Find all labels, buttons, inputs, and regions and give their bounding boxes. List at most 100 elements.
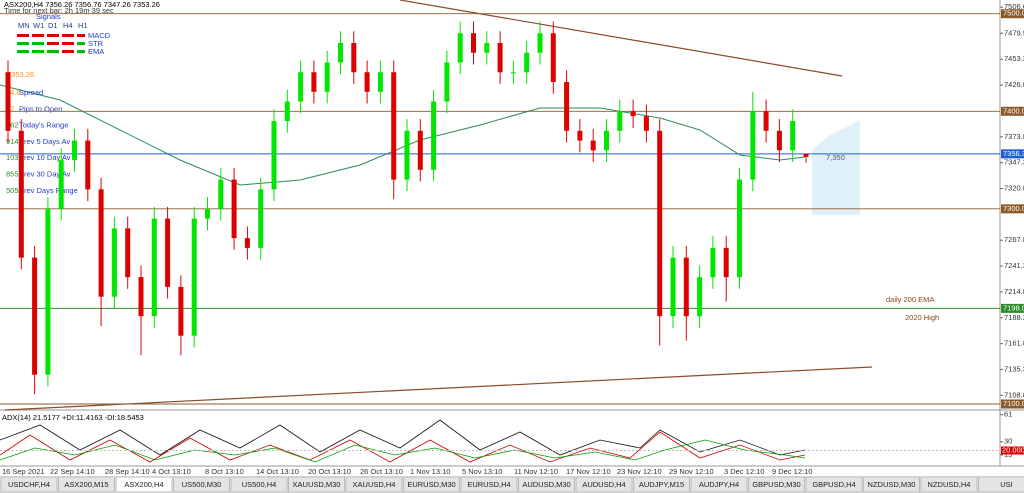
tab-label[interactable]: EURUSD,M30 bbox=[407, 480, 455, 489]
tab-label[interactable]: XAUUSD,H4 bbox=[353, 480, 396, 489]
stat-label: Prev 5 Days Av bbox=[19, 137, 70, 146]
candle-body bbox=[258, 189, 264, 248]
tab-label[interactable]: US500,H4 bbox=[242, 480, 277, 489]
signal-row-label: MACD bbox=[88, 31, 111, 40]
price-tick-label: 7347.35 bbox=[1004, 158, 1024, 167]
tab-label[interactable]: XAUUSD,M30 bbox=[293, 480, 341, 489]
tab[interactable] bbox=[0, 476, 58, 493]
ema-line bbox=[0, 84, 806, 186]
candle-body bbox=[351, 42, 357, 73]
tab[interactable] bbox=[58, 476, 115, 493]
candle-body bbox=[617, 111, 623, 131]
tab[interactable] bbox=[690, 476, 748, 493]
candle-body bbox=[723, 247, 729, 278]
candle-body bbox=[45, 208, 51, 375]
tab[interactable] bbox=[863, 476, 920, 493]
tab-label[interactable]: GBPUSD,H4 bbox=[812, 480, 855, 489]
price-tick-label: 7479.95 bbox=[1004, 28, 1024, 37]
tab-label[interactable]: AUDJPY,H4 bbox=[699, 480, 739, 489]
tab[interactable] bbox=[920, 476, 978, 493]
tab-label[interactable]: AUDUSD,M30 bbox=[522, 480, 570, 489]
candle-body bbox=[803, 153, 809, 157]
tab-label[interactable]: ASX200,H4 bbox=[124, 480, 163, 489]
signal-row-label: STR bbox=[88, 39, 104, 48]
timer: Time for next bar: 2h 19m 39 sec bbox=[4, 6, 114, 15]
tab-label[interactable]: USDCHF,H4 bbox=[8, 480, 50, 489]
stat-value: 505 bbox=[6, 186, 19, 195]
candle-body bbox=[577, 130, 583, 141]
annotation: 7,350 bbox=[826, 153, 845, 162]
candle-body bbox=[776, 130, 782, 151]
candle-body bbox=[218, 179, 224, 209]
tab[interactable] bbox=[748, 476, 805, 493]
tab[interactable] bbox=[403, 476, 460, 493]
date-label: 3 Dec 12:10 bbox=[724, 467, 764, 476]
tab[interactable] bbox=[345, 476, 403, 493]
big-price: 7353.26 bbox=[7, 70, 34, 79]
stat-value: 914 bbox=[6, 137, 19, 146]
tab-label[interactable]: NZDUSD,H4 bbox=[928, 480, 971, 489]
candle-body bbox=[697, 277, 703, 317]
price-tick-label: 7426.85 bbox=[1004, 80, 1024, 89]
tab[interactable] bbox=[230, 476, 288, 493]
tab[interactable] bbox=[460, 476, 518, 493]
tab-label[interactable]: NZDUSD,M30 bbox=[868, 480, 916, 489]
timeframe-label: MN bbox=[18, 21, 30, 30]
tab-label[interactable]: AUDUSD,H4 bbox=[582, 480, 625, 489]
candle-body bbox=[324, 62, 330, 92]
tab[interactable] bbox=[518, 476, 575, 493]
price-tick-label: 7188.35 bbox=[1004, 313, 1024, 322]
date-label: 14 Oct 13:10 bbox=[256, 467, 299, 476]
level-tag bbox=[1001, 106, 1024, 116]
price-tick-label: 7506.64 bbox=[1004, 2, 1024, 11]
date-label: 29 Nov 12:10 bbox=[669, 467, 714, 476]
candle-body bbox=[737, 179, 742, 278]
tab-label[interactable]: GBPUSD,M30 bbox=[752, 480, 800, 489]
candle-body bbox=[431, 101, 437, 170]
candle-body bbox=[205, 208, 210, 219]
candle-body bbox=[85, 140, 91, 190]
candle-body bbox=[391, 72, 397, 180]
price-tick-label: 7161.85 bbox=[1004, 339, 1024, 348]
level-label: 7356.35 bbox=[1003, 149, 1024, 158]
candle-body bbox=[524, 52, 530, 73]
tab[interactable] bbox=[115, 476, 173, 493]
candle-body bbox=[58, 160, 64, 209]
candle-body bbox=[497, 42, 503, 73]
timeframe-label: H1 bbox=[78, 21, 88, 30]
tab[interactable] bbox=[805, 476, 863, 493]
stat-label: Pips to Open bbox=[19, 104, 62, 113]
candle-body bbox=[311, 72, 317, 92]
stat-label: Prev Days Range bbox=[19, 186, 78, 195]
candle-body bbox=[338, 42, 343, 63]
date-label: 26 Oct 13:10 bbox=[360, 467, 403, 476]
candle-body bbox=[604, 130, 609, 151]
date-label: 9 Dec 12:10 bbox=[772, 467, 812, 476]
candle-body bbox=[178, 286, 184, 336]
signal-bars bbox=[17, 34, 85, 53]
tab-label[interactable]: USI bbox=[1000, 480, 1013, 489]
candle-body bbox=[643, 116, 649, 131]
date-label: 11 Nov 12:10 bbox=[514, 467, 558, 476]
date-label: 28 Sep 14:10 bbox=[105, 467, 150, 476]
candle-body bbox=[364, 72, 370, 92]
level-tag bbox=[1001, 399, 1024, 409]
candle-body bbox=[271, 121, 277, 190]
candle-body bbox=[657, 130, 663, 317]
candle-body bbox=[111, 228, 117, 297]
tab-label[interactable]: EURUSD,H4 bbox=[467, 480, 510, 489]
tab[interactable] bbox=[575, 476, 633, 493]
tab[interactable] bbox=[633, 476, 690, 493]
date-label: 17 Nov 12:10 bbox=[566, 467, 611, 476]
tab-label[interactable]: US500,M30 bbox=[182, 480, 222, 489]
tab-label[interactable]: AUDJPY,M15 bbox=[639, 480, 684, 489]
candle-body bbox=[790, 121, 796, 151]
tab[interactable] bbox=[978, 476, 1024, 493]
tab[interactable] bbox=[288, 476, 345, 493]
candle-body bbox=[537, 33, 543, 53]
tab-label[interactable]: ASX200,M15 bbox=[64, 480, 108, 489]
candle-body bbox=[244, 238, 250, 248]
tab[interactable] bbox=[173, 476, 230, 493]
candle-body bbox=[590, 140, 596, 151]
candle-body bbox=[750, 111, 756, 180]
